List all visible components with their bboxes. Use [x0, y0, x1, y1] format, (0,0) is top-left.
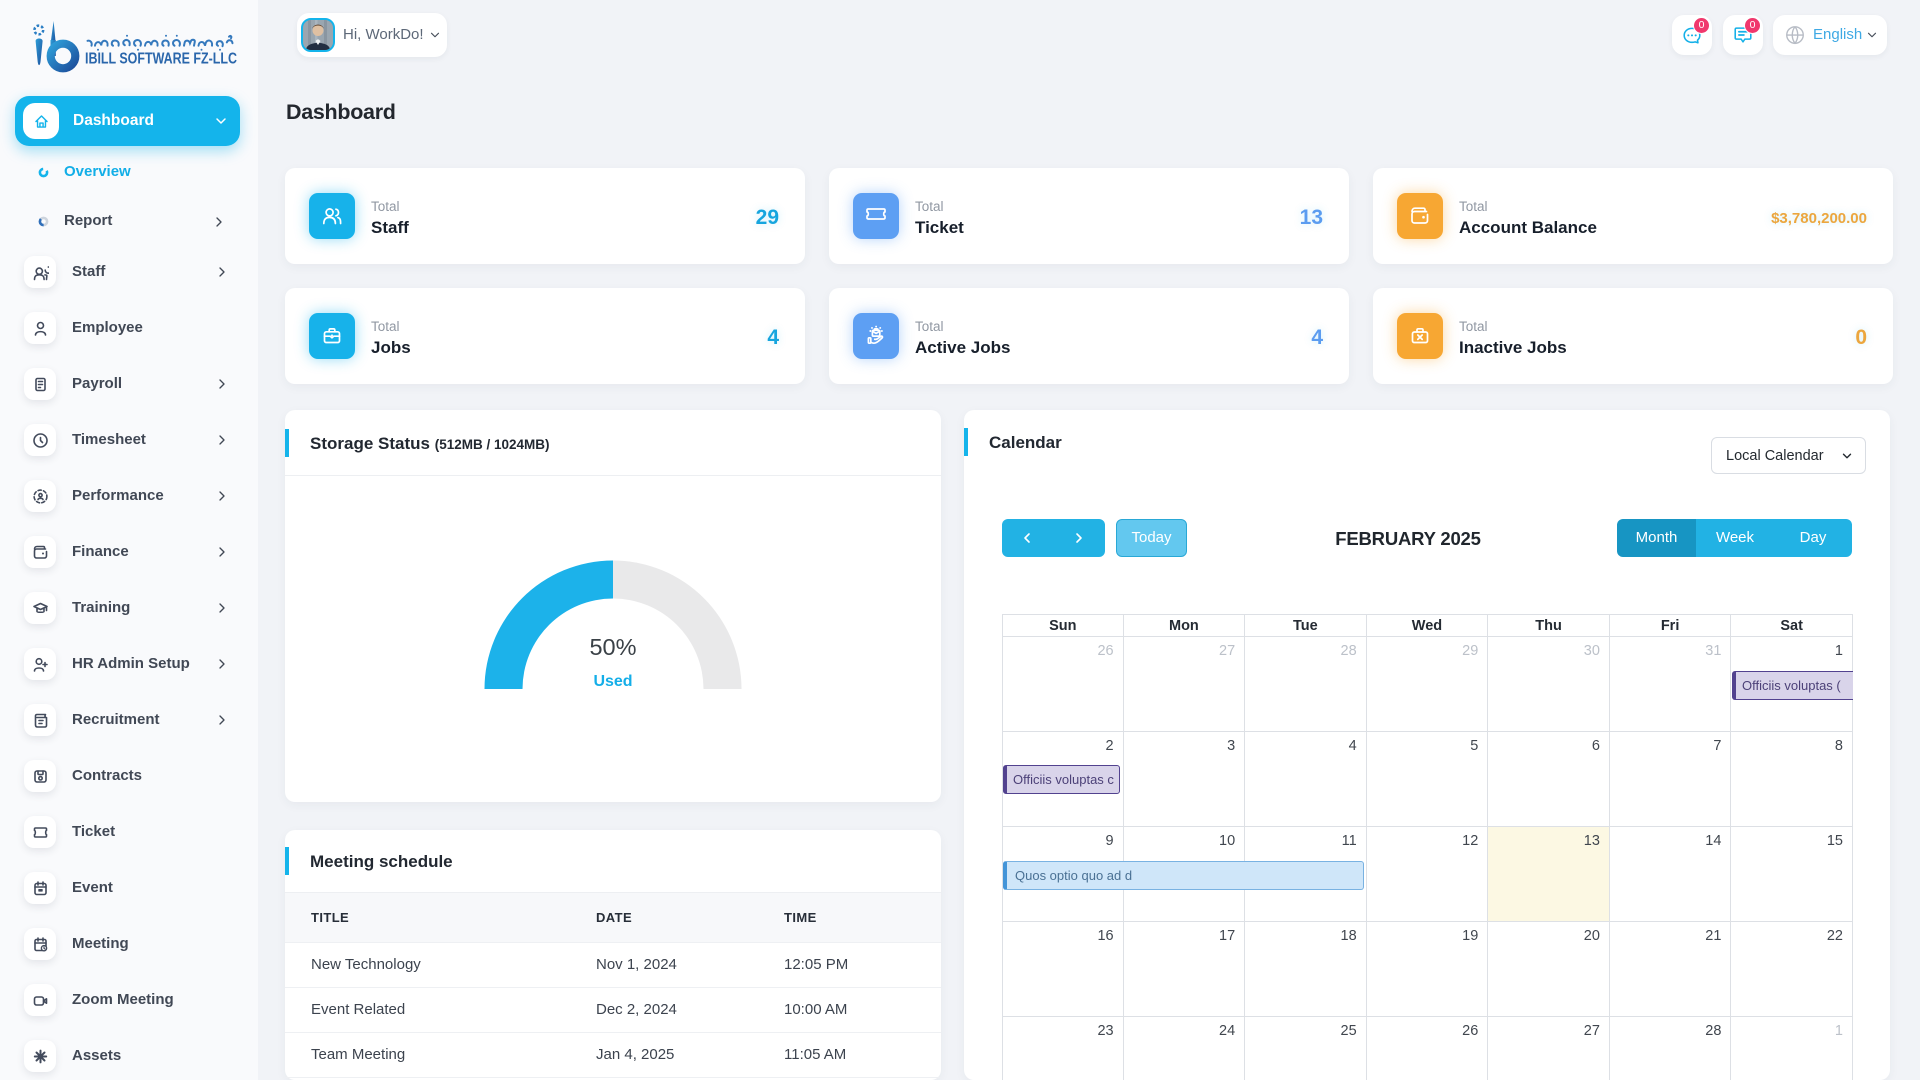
svg-text:IBILL SOFTWARE FZ-LLC: IBILL SOFTWARE FZ-LLC	[85, 51, 237, 68]
